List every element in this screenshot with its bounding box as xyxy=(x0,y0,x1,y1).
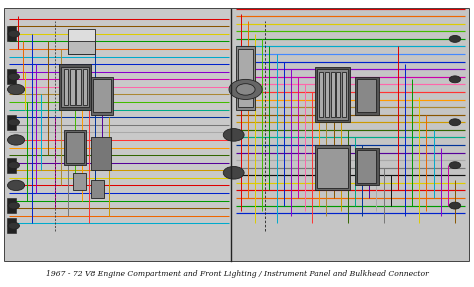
Circle shape xyxy=(8,162,19,169)
Bar xyxy=(5,9,469,261)
Circle shape xyxy=(449,119,461,126)
Bar xyxy=(317,148,348,188)
Bar xyxy=(357,150,376,183)
Bar xyxy=(59,64,91,110)
Bar xyxy=(64,69,68,104)
Bar xyxy=(231,9,469,261)
Circle shape xyxy=(449,76,461,83)
Bar xyxy=(7,218,16,233)
Bar xyxy=(357,79,376,112)
Bar xyxy=(68,29,95,54)
Bar xyxy=(319,72,323,117)
Bar xyxy=(7,115,16,130)
Bar xyxy=(236,46,255,110)
Bar xyxy=(331,72,335,117)
Circle shape xyxy=(8,84,25,95)
Bar xyxy=(68,41,95,54)
Bar xyxy=(238,49,253,107)
Text: 1967 - 72 V8 Engine Compartment and Front Lighting / Instrument Panel and Bulkhe: 1967 - 72 V8 Engine Compartment and Fron… xyxy=(46,270,428,278)
Circle shape xyxy=(449,162,461,169)
Circle shape xyxy=(223,129,244,141)
Bar xyxy=(355,148,379,185)
Bar xyxy=(73,173,86,191)
Bar xyxy=(76,69,81,104)
Bar xyxy=(355,77,379,115)
Circle shape xyxy=(8,30,19,37)
Circle shape xyxy=(223,166,244,179)
Circle shape xyxy=(449,202,461,209)
Circle shape xyxy=(8,73,19,80)
Bar xyxy=(91,77,113,115)
Bar xyxy=(315,145,350,191)
Circle shape xyxy=(8,222,19,229)
Bar xyxy=(93,79,111,112)
Circle shape xyxy=(8,180,25,191)
Bar xyxy=(7,198,16,213)
Bar xyxy=(7,158,16,173)
Bar xyxy=(70,69,74,104)
Circle shape xyxy=(8,202,19,209)
Circle shape xyxy=(236,84,255,95)
Bar xyxy=(315,67,350,122)
Bar xyxy=(7,26,16,41)
Bar xyxy=(64,130,86,165)
Bar xyxy=(91,180,104,198)
Bar xyxy=(342,72,346,117)
Bar xyxy=(7,69,16,84)
Bar xyxy=(325,72,329,117)
Bar xyxy=(337,72,340,117)
Bar xyxy=(317,69,348,120)
Circle shape xyxy=(8,119,19,126)
Bar xyxy=(66,132,84,163)
Bar xyxy=(62,67,89,107)
Bar xyxy=(91,137,111,170)
Bar xyxy=(5,9,231,261)
Circle shape xyxy=(229,79,262,100)
Circle shape xyxy=(8,135,25,145)
Circle shape xyxy=(449,36,461,42)
Bar xyxy=(82,69,87,104)
